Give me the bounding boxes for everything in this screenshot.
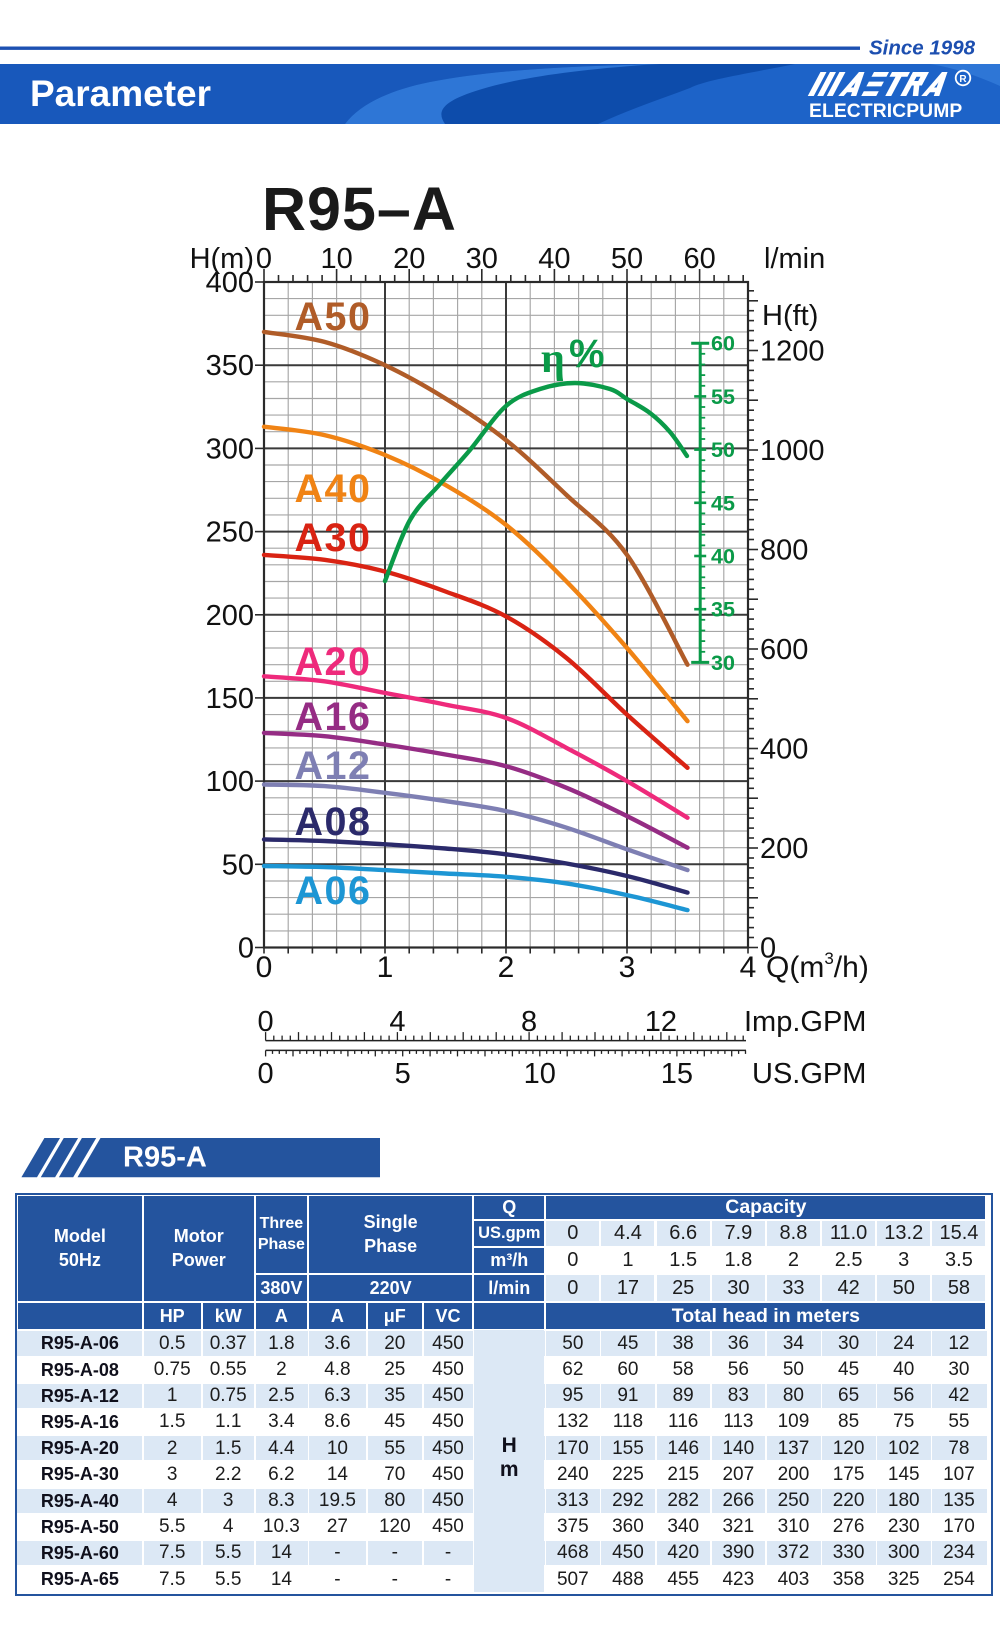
svg-text:A08: A08	[295, 800, 372, 844]
svg-text:350: 350	[206, 350, 254, 382]
svg-text:60: 60	[683, 243, 715, 275]
svg-text:800: 800	[760, 535, 808, 567]
svg-text:l/min: l/min	[764, 243, 825, 275]
svg-text:400: 400	[206, 267, 254, 299]
svg-text:A30: A30	[295, 516, 372, 560]
svg-text:20: 20	[393, 243, 425, 275]
svg-text:30: 30	[711, 651, 735, 675]
svg-text:1200: 1200	[760, 336, 825, 368]
svg-text:0: 0	[258, 1058, 274, 1090]
svg-text:50: 50	[711, 438, 735, 462]
svg-text:3: 3	[619, 951, 636, 984]
svg-text:200: 200	[206, 600, 254, 632]
svg-text:US.GPM: US.GPM	[752, 1058, 866, 1090]
svg-text:250: 250	[206, 517, 254, 549]
svg-text:A06: A06	[295, 869, 372, 913]
svg-text:40: 40	[711, 545, 735, 569]
svg-text:35: 35	[711, 598, 735, 622]
svg-text:H(m): H(m)	[190, 243, 254, 275]
svg-text:600: 600	[760, 634, 808, 666]
svg-text:55: 55	[711, 385, 735, 409]
svg-text:50: 50	[611, 243, 643, 275]
svg-text:%: %	[569, 332, 605, 376]
svg-text:10: 10	[524, 1058, 556, 1090]
svg-text:200: 200	[760, 833, 808, 865]
svg-text:1000: 1000	[760, 435, 825, 467]
svg-text:0: 0	[256, 243, 272, 275]
svg-text:0: 0	[238, 933, 254, 965]
svg-text:8: 8	[521, 1006, 537, 1038]
svg-text:Since 1998: Since 1998	[869, 37, 976, 60]
svg-text:0: 0	[258, 1006, 274, 1038]
svg-text:45: 45	[711, 491, 735, 515]
svg-text:Imp.GPM: Imp.GPM	[744, 1006, 866, 1038]
svg-text:300: 300	[206, 433, 254, 465]
svg-text:1: 1	[377, 951, 394, 984]
svg-text:100: 100	[206, 766, 254, 798]
svg-text:A40: A40	[295, 467, 372, 511]
svg-text:4: 4	[740, 951, 757, 984]
svg-text:η: η	[541, 336, 565, 382]
svg-text:400: 400	[760, 734, 808, 766]
svg-text:R95–A: R95–A	[262, 175, 457, 243]
svg-text:4: 4	[389, 1006, 405, 1038]
svg-text:50: 50	[222, 849, 254, 881]
svg-text:30: 30	[466, 243, 498, 275]
svg-text:A12: A12	[295, 744, 372, 788]
svg-text:A50: A50	[295, 295, 372, 339]
svg-text:150: 150	[206, 683, 254, 715]
svg-text:ELECTRICPUMP: ELECTRICPUMP	[809, 101, 962, 122]
svg-text:15: 15	[661, 1058, 693, 1090]
svg-text:10: 10	[320, 243, 352, 275]
svg-text:0: 0	[256, 951, 273, 984]
svg-text:40: 40	[538, 243, 570, 275]
svg-text:60: 60	[711, 332, 735, 356]
svg-text:0: 0	[760, 933, 776, 965]
svg-text:2: 2	[498, 951, 515, 984]
svg-text:H(ft): H(ft)	[762, 300, 818, 332]
svg-text:5: 5	[395, 1058, 411, 1090]
svg-text:A20: A20	[295, 640, 372, 684]
svg-text:Q(m3/h): Q(m3/h)	[766, 949, 869, 984]
svg-text:A16: A16	[295, 695, 372, 739]
svg-text:R95-A: R95-A	[123, 1142, 207, 1174]
svg-text:Parameter: Parameter	[30, 73, 211, 114]
svg-text:R: R	[959, 74, 967, 85]
